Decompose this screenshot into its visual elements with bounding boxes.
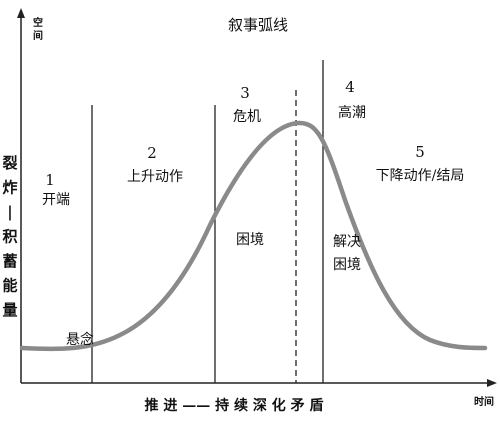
y-axis-arrow-icon	[17, 8, 25, 18]
suspense-note: 悬念	[66, 331, 94, 348]
stage-4-number: 4	[345, 78, 355, 96]
stage-3-name: 危机	[233, 109, 261, 125]
stage-5-number: 5	[415, 143, 425, 161]
stage-1-number: 1	[45, 171, 55, 189]
side-label-char: 裂	[1, 154, 17, 172]
stage-4-name: 高潮	[338, 104, 366, 121]
side-label-char: 能	[2, 277, 17, 295]
stage-5-name: 下降动作/结局	[376, 168, 465, 184]
side-label-char: 量	[2, 301, 17, 319]
x-axis-arrow-icon	[487, 379, 497, 387]
dilemma-note: 困境	[236, 232, 264, 248]
side-label-char: 积	[2, 228, 17, 246]
x-axis-label: 时间	[474, 395, 494, 408]
y-axis-label-char: 空	[33, 16, 43, 29]
side-label-char: 蓄	[2, 252, 17, 270]
side-label-char: 炸	[2, 179, 17, 197]
narrative-arc-curve	[19, 120, 488, 352]
side-label-char: |	[7, 203, 12, 221]
stage-3-number: 3	[240, 84, 250, 102]
diagram-title: 叙事弧线	[228, 16, 288, 34]
y-axis-label-char: 间	[33, 29, 43, 42]
x-axis-caption: 推 进 —— 持 续 深 化 矛 盾	[145, 397, 324, 414]
resolve-note-line-2: 困境	[333, 257, 361, 273]
stage-1-name: 开端	[42, 192, 70, 208]
resolve-note-line-1: 解决	[333, 234, 361, 250]
stage-2-name: 上升动作	[127, 169, 183, 185]
svg-text:空间: 空间	[33, 16, 43, 42]
stage-2-number: 2	[147, 144, 157, 162]
y-axis-label: 空间	[33, 16, 43, 42]
